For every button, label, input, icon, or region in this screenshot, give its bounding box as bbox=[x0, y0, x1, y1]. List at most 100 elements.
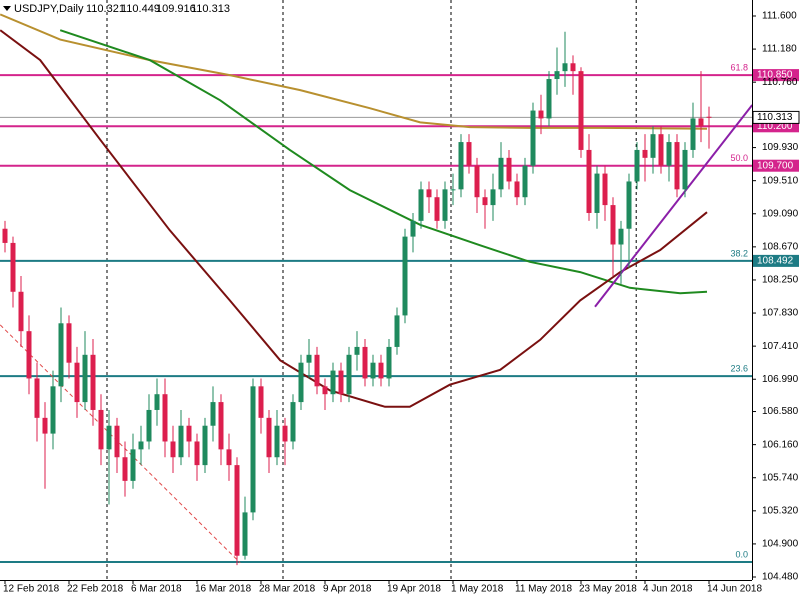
candle-body bbox=[138, 441, 144, 450]
candle-body bbox=[466, 142, 472, 166]
candle-body bbox=[42, 417, 48, 434]
candle-body bbox=[434, 197, 440, 221]
price-box bbox=[753, 254, 799, 267]
y-tick-label: 104.900 bbox=[762, 539, 799, 550]
fib-label: 50.0 bbox=[730, 153, 748, 163]
candle-body bbox=[402, 236, 408, 316]
x-tick-label: 4 Jun 2018 bbox=[643, 584, 693, 595]
price-box-label: 109.700 bbox=[757, 160, 794, 171]
candle-body bbox=[690, 118, 696, 150]
x-tick-label: 6 Mar 2018 bbox=[131, 584, 182, 595]
fib-label: 0.0 bbox=[735, 549, 748, 559]
header-high: 110.449 bbox=[121, 3, 160, 15]
candle-body bbox=[50, 386, 56, 434]
candle-body bbox=[506, 157, 512, 182]
x-tick-label: 1 May 2018 bbox=[451, 584, 504, 595]
candle-body bbox=[210, 402, 216, 426]
y-tick-label: 105.320 bbox=[762, 505, 799, 516]
candle-body bbox=[482, 197, 488, 206]
candle-body bbox=[98, 409, 104, 450]
y-tick-label: 108.250 bbox=[762, 275, 799, 286]
candle-body bbox=[594, 173, 600, 213]
candle-body bbox=[490, 189, 496, 206]
candle-body bbox=[58, 323, 64, 387]
candle-body bbox=[666, 142, 672, 166]
candle-body bbox=[290, 402, 296, 442]
y-tick-label: 109.090 bbox=[762, 208, 799, 219]
candle-body bbox=[2, 228, 8, 243]
price-box-label: 110.850 bbox=[757, 70, 793, 81]
candle-body bbox=[538, 110, 544, 119]
y-tick-label: 109.510 bbox=[762, 175, 799, 186]
candle-body bbox=[458, 142, 464, 190]
candle-body bbox=[114, 425, 120, 458]
candle-body bbox=[106, 425, 112, 450]
candle-body bbox=[706, 116, 712, 118]
candle-body bbox=[634, 149, 640, 182]
moving-average bbox=[0, 29, 708, 408]
y-tick-label: 106.160 bbox=[762, 439, 799, 450]
fib-label: 61.8 bbox=[730, 62, 748, 72]
x-tick-label: 23 May 2018 bbox=[579, 584, 637, 595]
candle-body bbox=[418, 189, 424, 221]
x-tick-label: 22 Feb 2018 bbox=[67, 584, 124, 595]
candle-body bbox=[18, 291, 24, 332]
price-box-label: 108.492 bbox=[757, 256, 794, 267]
candle-body bbox=[226, 449, 232, 466]
menu-triangle[interactable] bbox=[3, 6, 11, 11]
candle-body bbox=[450, 189, 456, 191]
candle-body bbox=[650, 134, 656, 158]
candle-body bbox=[698, 118, 704, 127]
candle-body bbox=[386, 346, 392, 379]
candle-body bbox=[378, 362, 384, 379]
x-tick-label: 11 May 2018 bbox=[515, 584, 573, 595]
candle-body bbox=[546, 79, 552, 119]
candle-body bbox=[266, 417, 272, 458]
candle-body bbox=[674, 142, 680, 190]
candle-body bbox=[258, 386, 264, 418]
candle-body bbox=[354, 346, 360, 355]
candle-body bbox=[82, 354, 88, 403]
candle-body bbox=[282, 425, 288, 442]
candle-body bbox=[34, 378, 40, 418]
candle-body bbox=[314, 354, 320, 387]
candle-body bbox=[218, 402, 224, 450]
candle-body bbox=[658, 134, 664, 166]
x-tick-label: 16 Mar 2018 bbox=[195, 584, 252, 595]
candle-body bbox=[90, 354, 96, 410]
candle-body bbox=[154, 394, 160, 410]
x-tick-label: 14 Jun 2018 bbox=[707, 584, 762, 595]
candle-body bbox=[442, 189, 448, 221]
candle-body bbox=[322, 386, 328, 395]
candle-body bbox=[618, 228, 624, 245]
candle-body bbox=[146, 409, 152, 442]
candle-body bbox=[394, 315, 400, 347]
candle-body bbox=[426, 189, 432, 198]
moving-average bbox=[59, 29, 708, 295]
candle-body bbox=[586, 149, 592, 213]
candle-body bbox=[602, 173, 608, 206]
candle-body bbox=[330, 370, 336, 395]
y-tick-label: 111.600 bbox=[762, 11, 797, 22]
y-tick-label: 107.410 bbox=[762, 341, 799, 352]
candle-body bbox=[202, 425, 208, 466]
header-close: 110.313 bbox=[191, 3, 230, 15]
candle-body bbox=[554, 71, 560, 80]
y-tick-label: 104.480 bbox=[762, 572, 799, 583]
candle-body bbox=[530, 110, 536, 166]
candle-body bbox=[178, 425, 184, 458]
fib-label: 23.6 bbox=[730, 363, 748, 373]
candle-body bbox=[162, 394, 168, 442]
candle-body bbox=[234, 465, 240, 556]
y-tick-label: 110.760 bbox=[762, 77, 798, 88]
y-tick-label: 107.830 bbox=[762, 308, 799, 319]
price-box bbox=[753, 69, 799, 82]
x-tick-label: 28 Mar 2018 bbox=[259, 584, 316, 595]
candle-body bbox=[122, 457, 128, 481]
moving-average bbox=[0, 13, 708, 130]
candle-body bbox=[298, 362, 304, 403]
price-box-label: 110.200 bbox=[757, 121, 793, 132]
candle-body bbox=[626, 181, 632, 229]
